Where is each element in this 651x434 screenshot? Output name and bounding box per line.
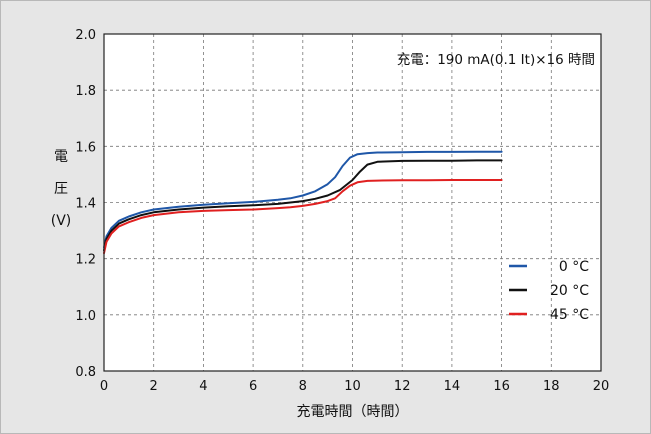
series-line — [103, 150, 503, 249]
x-tick-label: 12 — [394, 379, 411, 394]
x-tick-label: 6 — [249, 379, 257, 394]
y-tick-label: 1.0 — [75, 309, 96, 324]
y-tick-label: 2.0 — [75, 28, 96, 43]
y-axis-title-char-2: 圧 — [54, 181, 68, 197]
legend-label: 45 °C — [550, 307, 589, 323]
y-tick-label: 1.6 — [75, 140, 96, 155]
charge-condition-annotation: 充電：190 mA(0.1 It)×16 時間 — [397, 52, 595, 68]
x-tick-label: 16 — [493, 379, 510, 394]
x-tick-label: 18 — [543, 379, 560, 394]
series-layer — [103, 150, 503, 255]
x-tick-label: 0 — [100, 379, 108, 394]
legend-label: 20 °C — [550, 283, 589, 299]
legend: 0 °C 20 °C 45 °C — [509, 259, 589, 323]
y-tick-label: 1.8 — [75, 84, 96, 99]
x-tick-label: 10 — [344, 379, 361, 394]
y-tick-label: 0.8 — [75, 365, 96, 380]
y-tick-label: 1.4 — [75, 197, 96, 212]
series-line — [103, 179, 503, 255]
y-axis-title-char-1: 電 — [54, 149, 68, 165]
x-tick-label: 2 — [150, 379, 158, 394]
y-axis-unit: (V) — [51, 213, 72, 229]
series-line — [103, 159, 503, 252]
x-tick-labels: 0 2 4 6 8 10 12 14 16 18 20 — [100, 379, 609, 394]
x-tick-label: 8 — [299, 379, 307, 394]
grid-lines — [104, 34, 601, 371]
y-tick-labels: 0.8 1.0 1.2 1.4 1.6 1.8 2.0 — [75, 28, 96, 380]
x-axis-title: 充電時間（時間） — [297, 404, 409, 420]
plot-border — [103, 33, 602, 372]
x-tick-label: 4 — [199, 379, 207, 394]
legend-label: 0 °C — [559, 259, 589, 275]
y-tick-label: 1.2 — [75, 253, 96, 268]
x-tick-label: 14 — [444, 379, 461, 394]
x-tick-label: 20 — [593, 379, 610, 394]
